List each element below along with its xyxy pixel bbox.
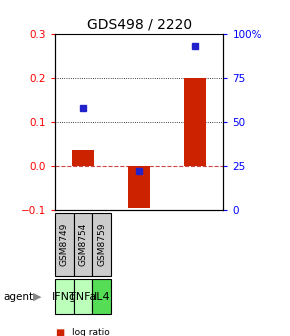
Text: GSM8759: GSM8759 bbox=[97, 223, 106, 266]
Title: GDS498 / 2220: GDS498 / 2220 bbox=[87, 17, 192, 31]
Text: TNFa: TNFa bbox=[69, 292, 97, 301]
Text: IL4: IL4 bbox=[93, 292, 110, 301]
Text: GSM8749: GSM8749 bbox=[60, 223, 69, 266]
Text: ▶: ▶ bbox=[33, 292, 42, 301]
Text: ■: ■ bbox=[55, 328, 64, 336]
Text: IFNg: IFNg bbox=[52, 292, 77, 301]
Text: agent: agent bbox=[3, 292, 33, 301]
Bar bbox=[74, 213, 93, 276]
Bar bbox=[55, 213, 74, 276]
Bar bbox=[55, 279, 74, 314]
Bar bbox=[184, 78, 206, 166]
Bar bbox=[128, 166, 151, 208]
Bar bbox=[72, 151, 94, 166]
Text: GSM8754: GSM8754 bbox=[79, 223, 88, 266]
Text: log ratio: log ratio bbox=[72, 328, 110, 336]
Bar bbox=[93, 213, 111, 276]
Bar bbox=[74, 279, 93, 314]
Bar bbox=[93, 279, 111, 314]
